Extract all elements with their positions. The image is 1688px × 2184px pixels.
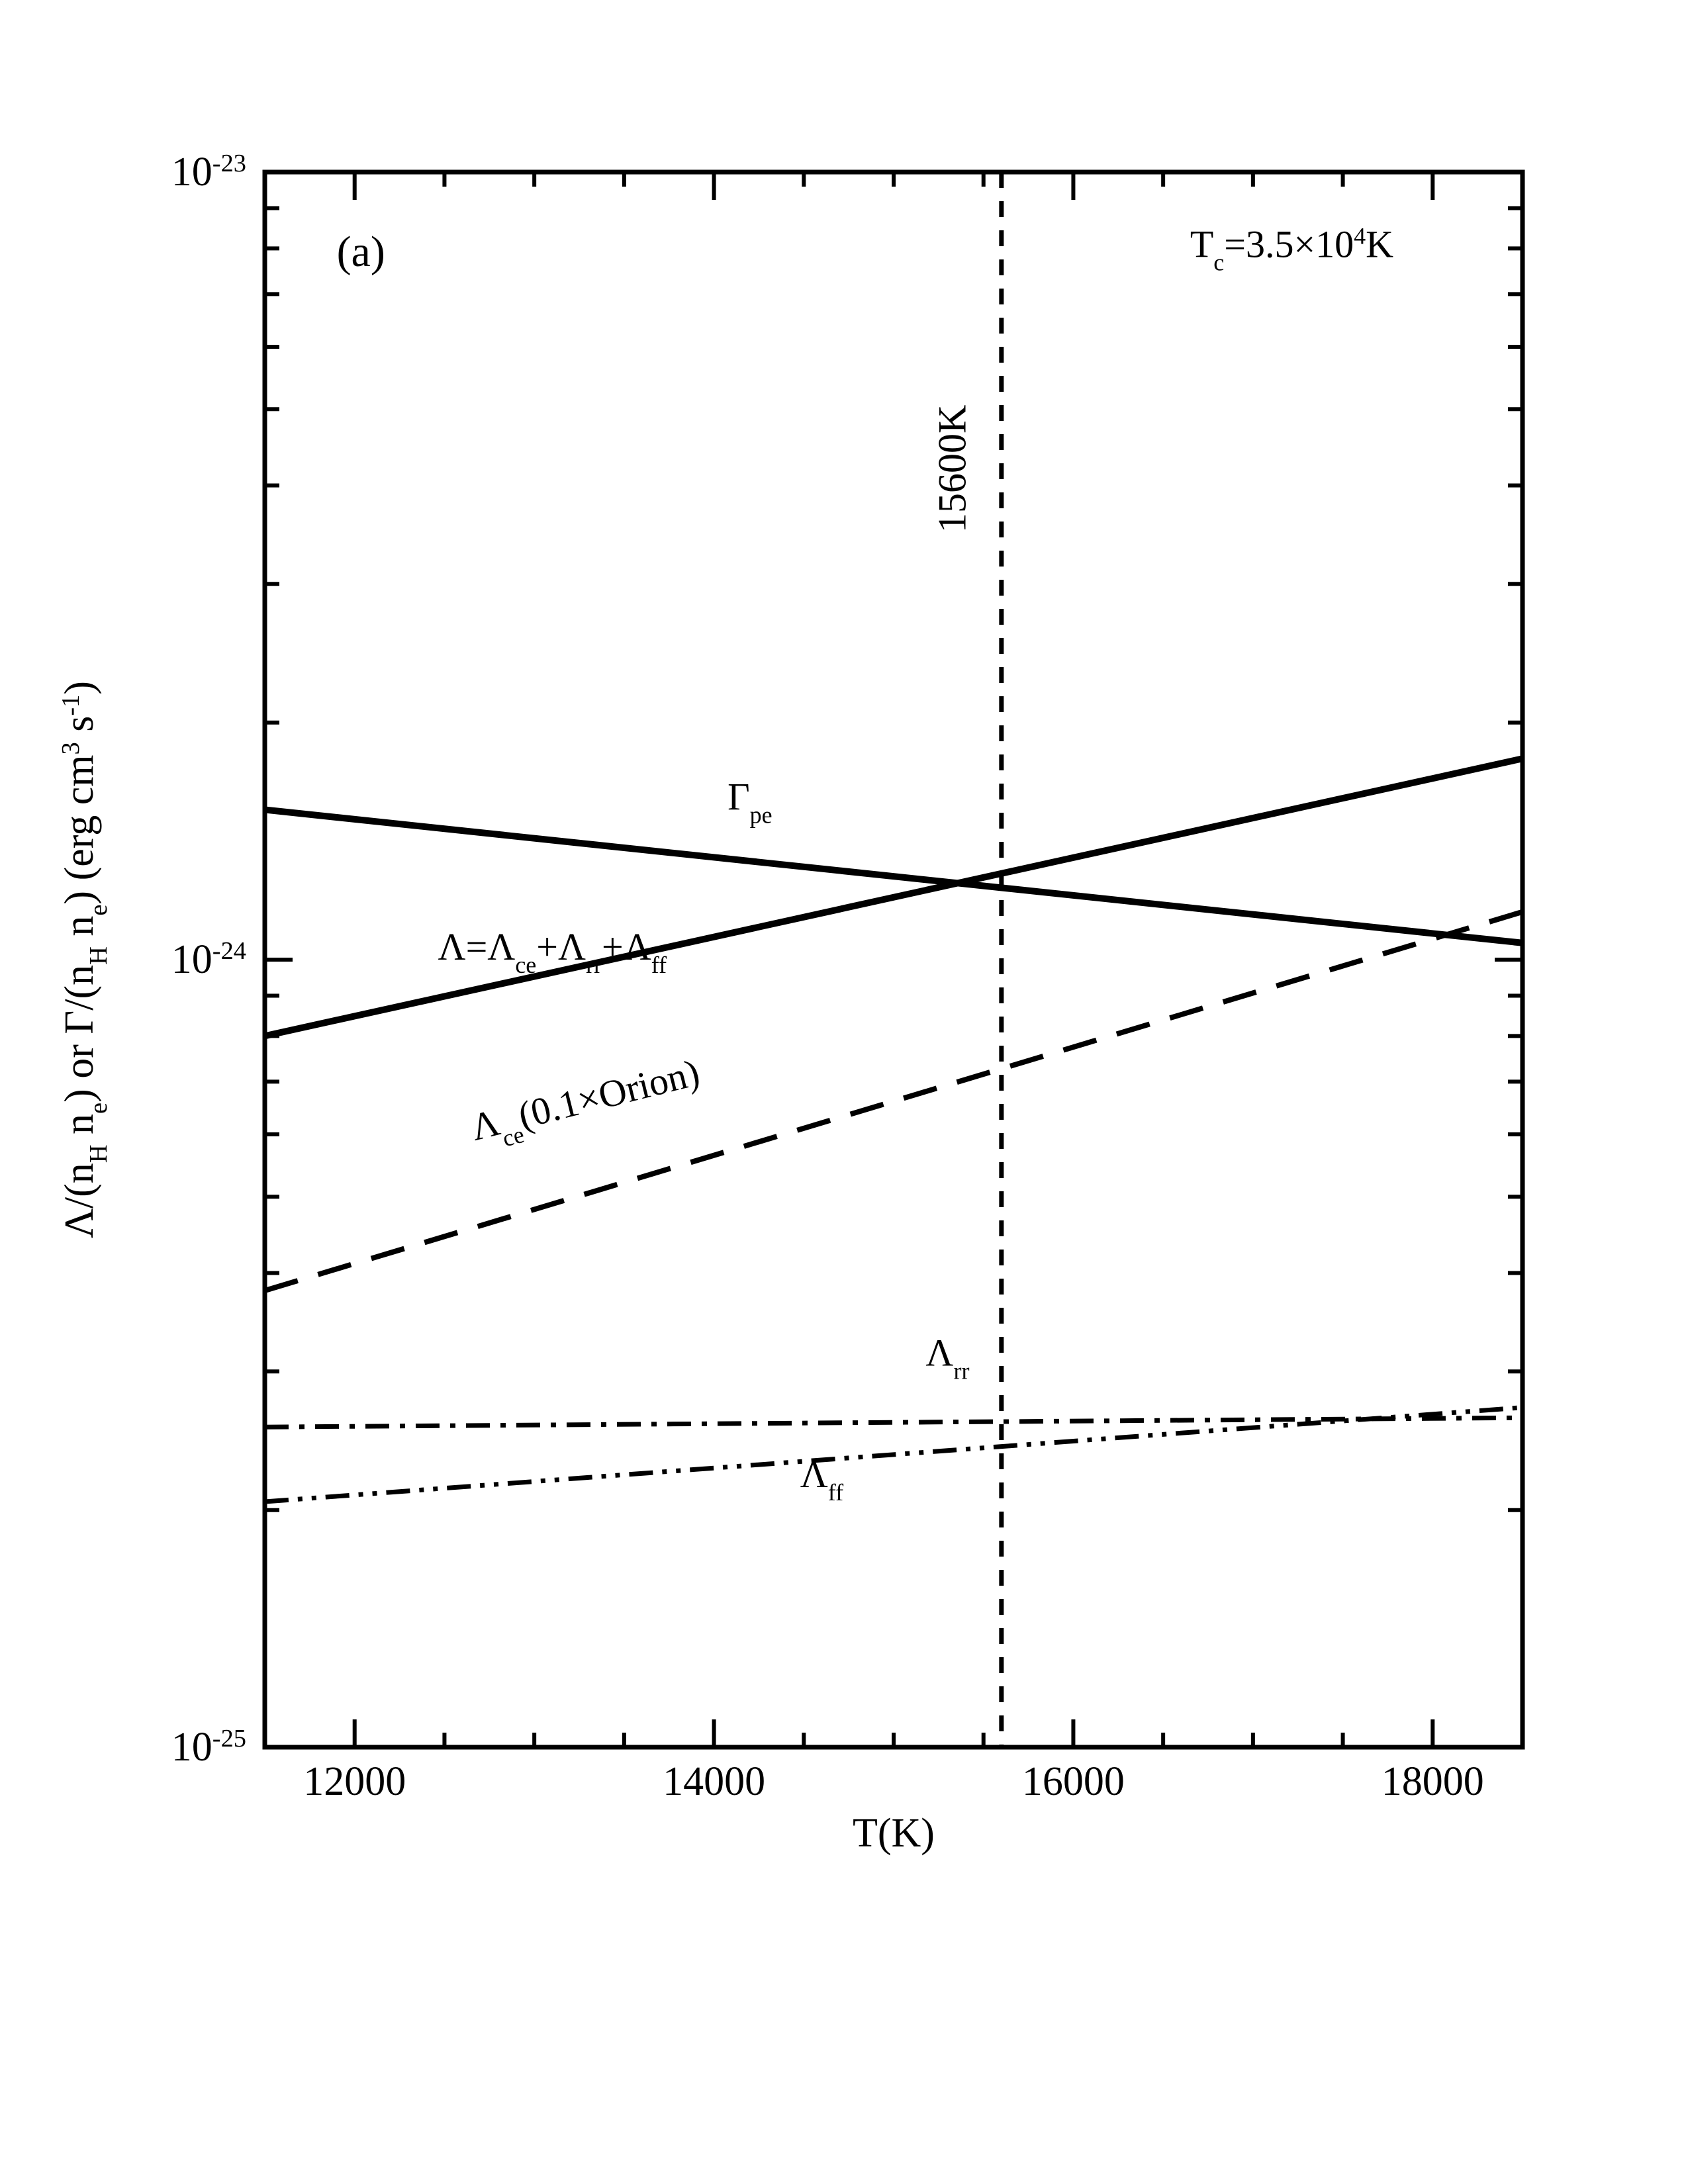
svg-text:15600K: 15600K (931, 405, 974, 533)
svg-text:16000: 16000 (1022, 1759, 1125, 1804)
svg-text:(a): (a) (337, 228, 385, 276)
svg-text:18000: 18000 (1382, 1759, 1484, 1804)
svg-text:T(K): T(K) (853, 1811, 935, 1856)
svg-text:12000: 12000 (303, 1759, 406, 1804)
svg-text:14000: 14000 (663, 1759, 765, 1804)
cooling-heating-chart: 12000140001600018000T(K)10-2510-2410-23Λ… (0, 0, 1688, 2184)
